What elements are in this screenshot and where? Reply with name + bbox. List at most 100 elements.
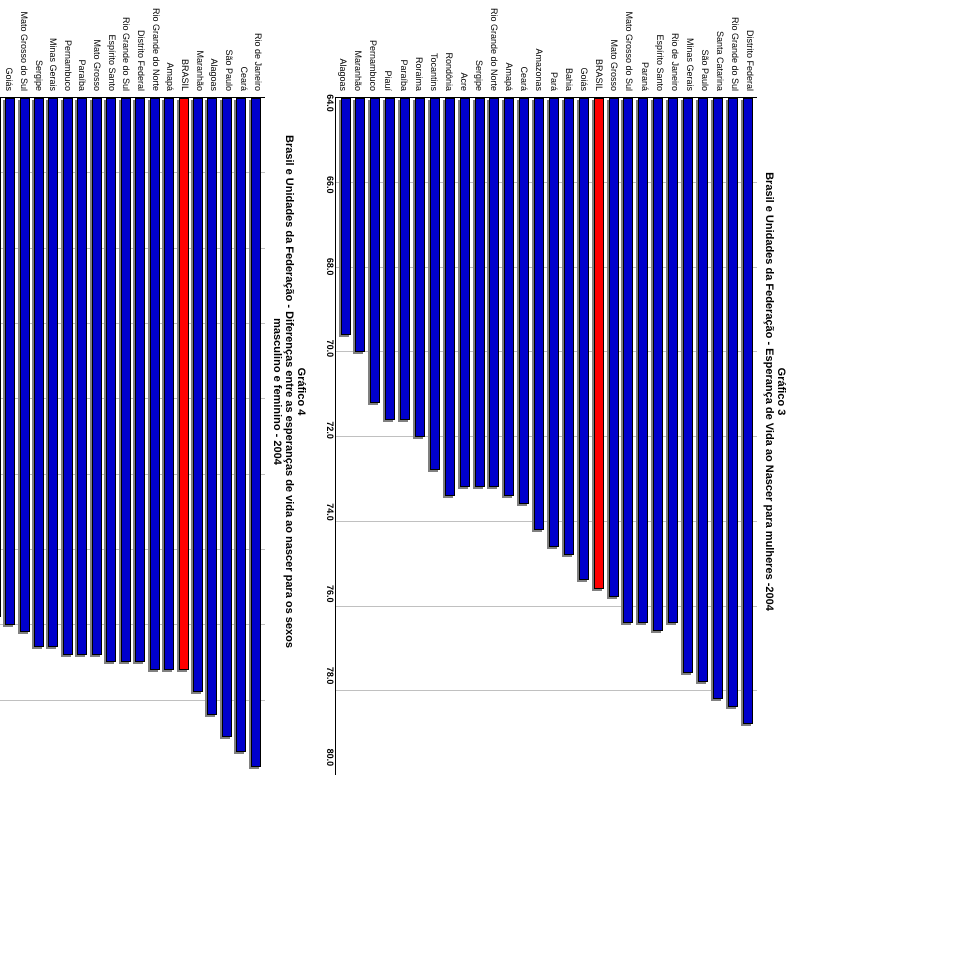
chart-3-bars-area [335,97,757,775]
chart-3-subtitle: Brasil e Unidades da Federação - Esperan… [763,8,775,775]
bar [489,98,499,775]
bar [609,98,619,775]
chart-4: Gráfico 4 Brasil e Unidades da Federação… [0,0,315,795]
category-label: Rio de Janeiro [670,8,679,91]
bar [534,98,544,775]
bar [48,98,58,775]
bar [222,98,232,775]
bar [106,98,116,775]
category-label: Bahia [564,8,573,91]
xaxis-tick: 78.0 [319,667,335,685]
chart-3: Gráfico 3 Brasil e Unidades da Federação… [315,0,795,795]
bar [34,98,44,775]
category-label: Rondônia [444,8,453,91]
bar [579,98,589,775]
bar [236,98,246,775]
category-label: Paraíba [399,8,408,91]
category-label: Mato Grosso do Sul [624,8,633,91]
bar [430,98,440,775]
category-label: Goiás [4,8,13,91]
category-label: Distrito Federal [136,8,145,91]
chart-3-bars [336,98,757,775]
chart-3-xaxis: 64.066.068.070.072.074.076.078.080.0 [319,8,335,775]
chart-3-plot: Distrito Federal Rio Grande do Sul Santa C… [335,8,757,775]
bar [638,98,648,775]
bar [564,98,574,775]
category-label: Sergipe [34,8,43,91]
category-label: Ceará [239,8,248,91]
chart-3-xaxis-ticks: 64.066.068.070.072.074.076.078.080.0 [319,103,335,775]
bar [193,98,203,775]
category-label: Minas Gerais [685,8,694,91]
chart-3-title: Gráfico 3 [775,8,787,775]
bar [415,98,425,775]
category-label: Rio Grande do Sul [730,8,739,91]
category-label: Ceará [519,8,528,91]
bar [135,98,145,775]
category-label: Espírito Santo [655,8,664,91]
bar [77,98,87,775]
bar [63,98,73,775]
chart-4-bars-area [0,97,265,775]
xaxis-tick: 72.0 [319,421,335,439]
bar [355,98,365,775]
category-label: Maranhão [195,8,204,91]
category-label: Sergipe [474,8,483,91]
bar [475,98,485,775]
page-container: Gráfico 3 Brasil e Unidades da Federação… [0,0,795,795]
bar [207,98,217,775]
chart-4-ylabels: Rio de JaneiroCearáSão PauloAlagoasMaran… [0,8,265,97]
chart-3-ylabels: Distrito Federal Rio Grande do Sul Santa C… [335,8,757,97]
category-label: Pernambuco [63,8,72,91]
bar [0,98,1,775]
category-label: Mato Grosso do Sul [19,8,28,91]
chart-4-subtitle2: masculino e feminino - 2004 [271,8,283,775]
category-label: Piauí [383,8,392,91]
bar [698,98,708,775]
category-label: Mato Grosso [92,8,101,91]
bar [519,98,529,775]
category-label: Minas Gerais [48,8,57,91]
category-label: Alagoas [209,8,218,91]
category-label: Rio Grande do Norte [151,8,160,91]
bar [5,98,15,775]
bar [713,98,723,775]
bar [150,98,160,775]
category-label: Pará [549,8,558,91]
category-label: Pernambuco [368,8,377,91]
category-label: BRASIL [594,8,603,91]
xaxis-tick: 70.0 [319,340,335,358]
bar [683,98,693,775]
category-label: Maranhão [353,8,362,91]
category-label: Alagoas [338,8,347,91]
category-label: Rio Grande do Sul [121,8,130,91]
category-label: Acre [459,8,468,91]
bar [549,98,559,775]
bar [385,98,395,775]
bar [370,98,380,775]
bar [400,98,410,775]
chart-3-title-block: Gráfico 3 Brasil e Unidades da Federação… [763,8,787,775]
category-label: Tocantins [429,8,438,91]
category-label: BRASIL [180,8,189,91]
category-label: Amazonas [534,8,543,91]
chart-4-bars [0,98,265,775]
bar [623,98,633,775]
xaxis-tick: 68.0 [319,258,335,276]
chart-4-subtitle: Brasil e Unidades da Federação - Diferen… [283,8,295,775]
chart-3-xaxis-spacer [319,8,335,103]
bar [341,98,351,775]
category-label: São Paulo [700,8,709,91]
bar [594,98,604,775]
category-label: Paraíba [78,8,87,91]
chart-4-plot: Rio de JaneiroCearáSão PauloAlagoasMaran… [0,8,265,775]
bar [251,98,261,775]
category-label: Amapá [504,8,513,91]
category-label: Roraima [414,8,423,91]
category-label: Distrito Federal [745,8,754,91]
xaxis-tick: 74.0 [319,503,335,521]
bar [92,98,102,775]
bar [164,98,174,775]
bar [653,98,663,775]
category-label: Santa Catarina [715,8,724,91]
